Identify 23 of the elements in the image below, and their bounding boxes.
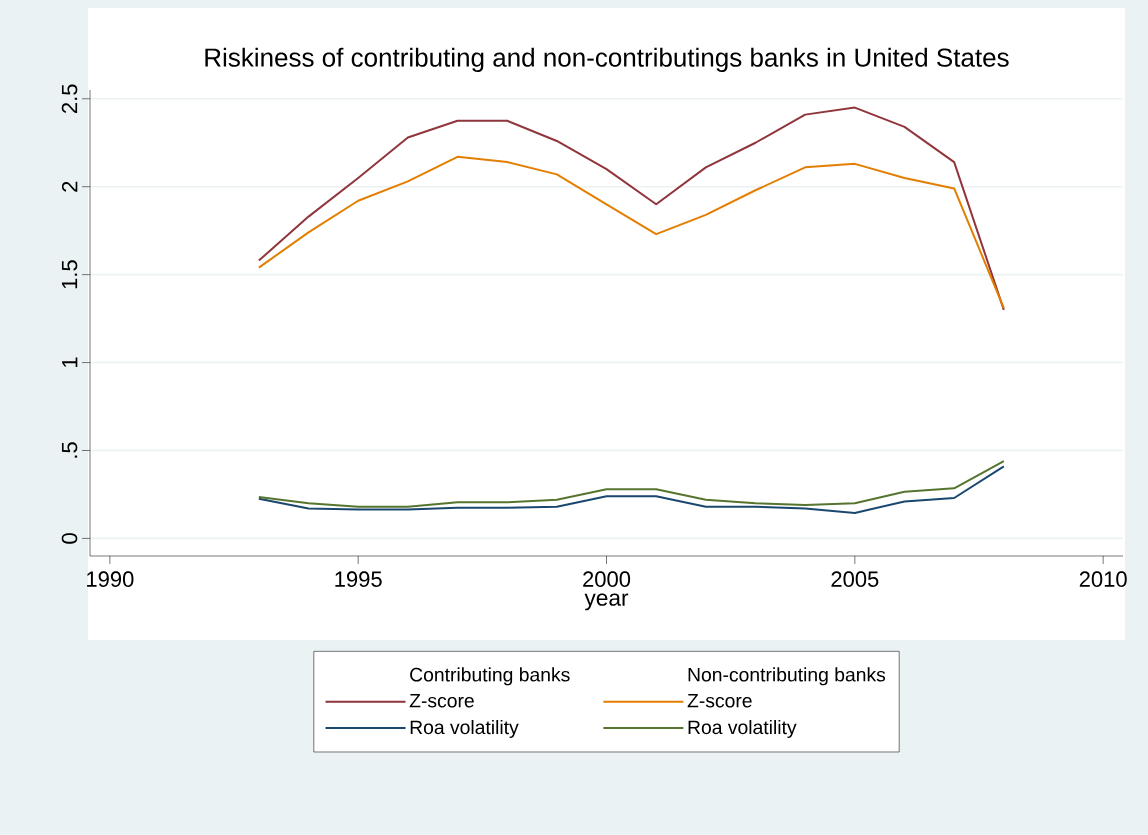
legend-label: Z-score xyxy=(409,694,474,708)
text: Contributing banks xyxy=(410,667,570,686)
x-axis-title: year xyxy=(584,593,629,611)
text: Non-contributing banks xyxy=(688,667,886,686)
x-tick-label: 2000 xyxy=(583,571,631,587)
y-tick-label: .5 xyxy=(61,442,78,458)
line-series xyxy=(257,155,1005,310)
chart-title: Riskiness of contributing and non-contributings banks in United States xyxy=(205,47,1009,72)
x-tick-label: 2005 xyxy=(831,571,879,587)
legend-label: Roa volatility xyxy=(410,719,519,738)
y-tick-label: 0 xyxy=(61,533,78,544)
x-tick-label: 1995 xyxy=(335,571,382,587)
y-tick-label: 2.5 xyxy=(61,84,78,113)
y-tick-label: 1 xyxy=(62,357,78,368)
y-tick-label: 1.5 xyxy=(61,260,78,289)
x-tick-label: 2010 xyxy=(1079,571,1127,587)
y-tick-label: 2 xyxy=(61,181,78,192)
line-series xyxy=(257,465,1005,514)
legend-label: Z-score xyxy=(687,694,752,708)
line-series xyxy=(257,460,1005,508)
x-tick-label: 1990 xyxy=(87,571,134,587)
line-series xyxy=(257,106,1005,311)
legend-label: Roa volatility xyxy=(688,719,797,738)
